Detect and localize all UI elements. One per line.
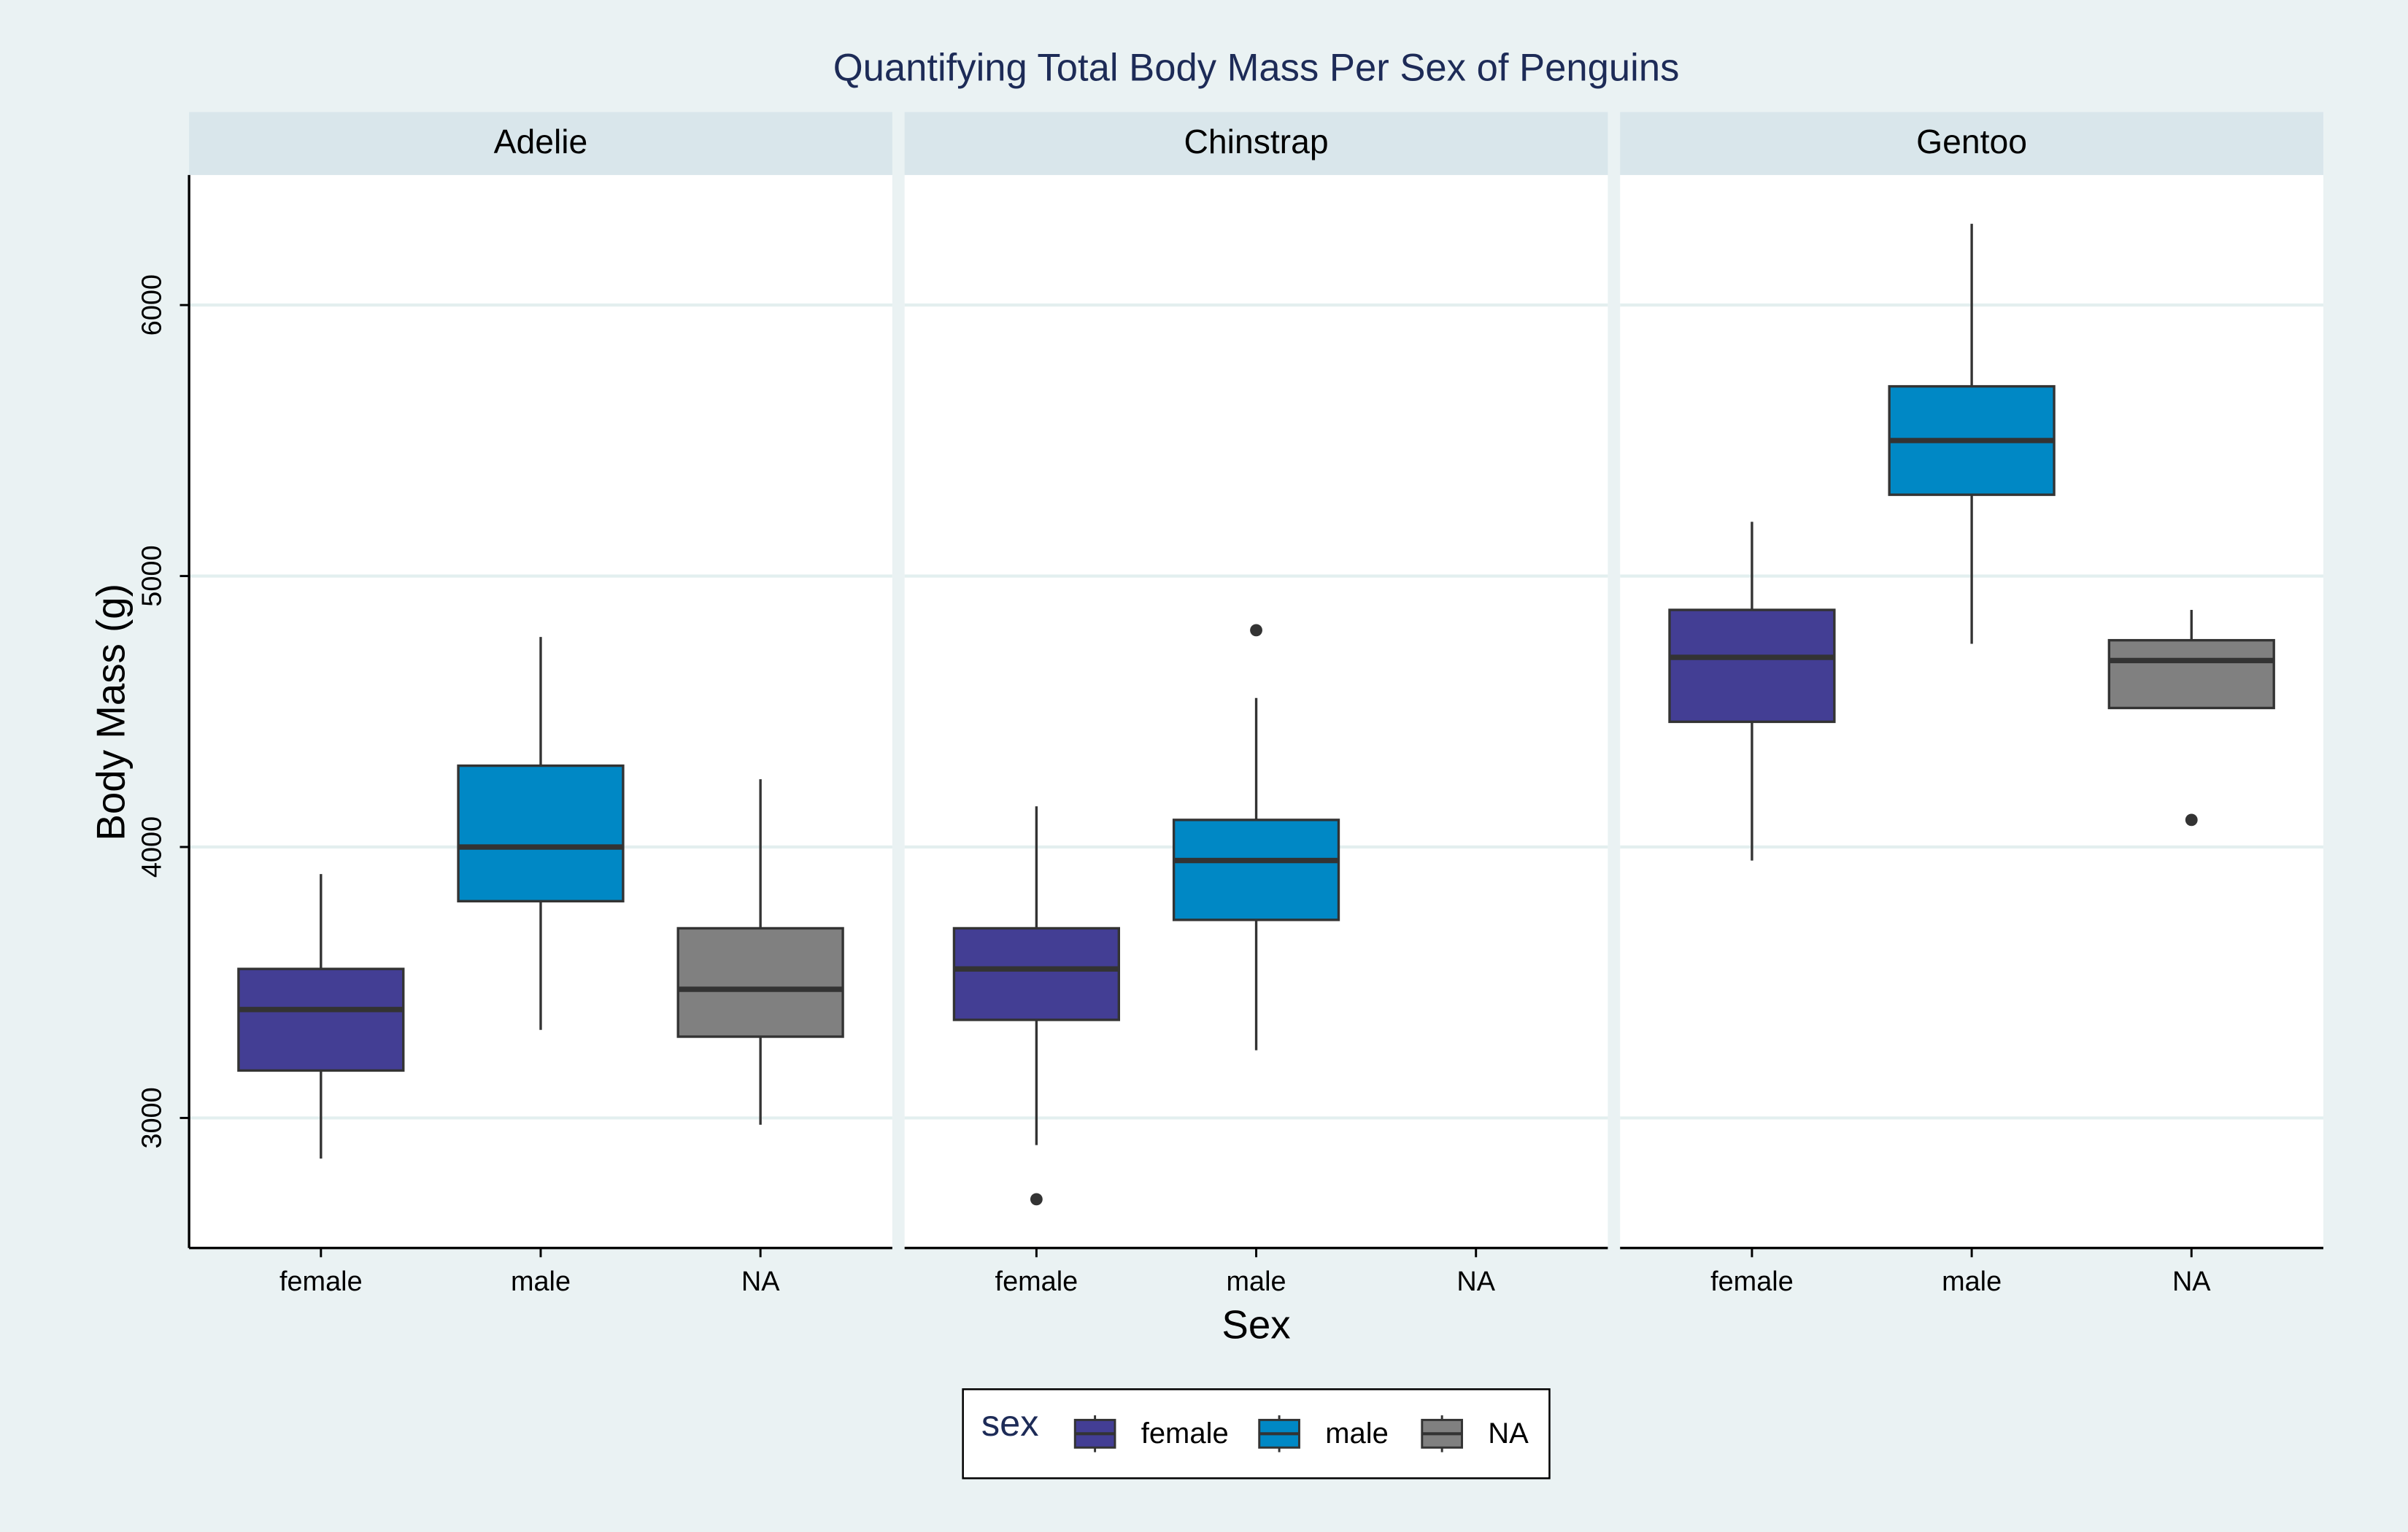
outlier bbox=[1030, 1193, 1043, 1206]
box bbox=[952, 926, 1120, 1021]
legend-label: female bbox=[1141, 1417, 1229, 1450]
x-tick-label: male bbox=[1227, 1266, 1286, 1297]
outlier bbox=[1250, 624, 1262, 637]
legend-title: sex bbox=[981, 1402, 1039, 1444]
box bbox=[457, 764, 625, 902]
facet-strip bbox=[1620, 112, 2323, 175]
chart-title: Quantifying Total Body Mass Per Sex of P… bbox=[833, 47, 1680, 90]
legend-label: male bbox=[1325, 1417, 1389, 1450]
facet-label: Gentoo bbox=[1916, 123, 2027, 160]
facet-strip bbox=[189, 112, 892, 175]
box bbox=[676, 926, 844, 1038]
facet-strip bbox=[904, 112, 1608, 175]
x-tick-label: NA bbox=[1456, 1266, 1495, 1297]
x-tick-label: male bbox=[1942, 1266, 2002, 1297]
facet-label: Chinstrap bbox=[1184, 123, 1329, 160]
y-tick-label: 3000 bbox=[137, 1087, 168, 1148]
x-tick-label: female bbox=[279, 1266, 363, 1297]
box bbox=[2107, 638, 2275, 710]
box bbox=[1172, 819, 1340, 921]
legend-label: NA bbox=[1488, 1417, 1529, 1450]
box bbox=[1668, 608, 1836, 724]
x-tick-label: NA bbox=[741, 1266, 780, 1297]
x-tick-label: female bbox=[995, 1266, 1078, 1297]
box bbox=[237, 967, 405, 1072]
x-tick-label: NA bbox=[2172, 1266, 2211, 1297]
x-tick-label: male bbox=[511, 1266, 571, 1297]
x-tick-label: female bbox=[1710, 1266, 1794, 1297]
y-tick-label: 5000 bbox=[137, 545, 168, 606]
outlier bbox=[2185, 813, 2198, 827]
x-axis-label: Sex bbox=[1222, 1302, 1290, 1347]
y-tick-label: 4000 bbox=[137, 816, 168, 878]
y-tick-label: 6000 bbox=[137, 274, 168, 336]
facet-label: Adelie bbox=[494, 123, 588, 160]
y-axis-label: Body Mass (g) bbox=[88, 584, 133, 841]
